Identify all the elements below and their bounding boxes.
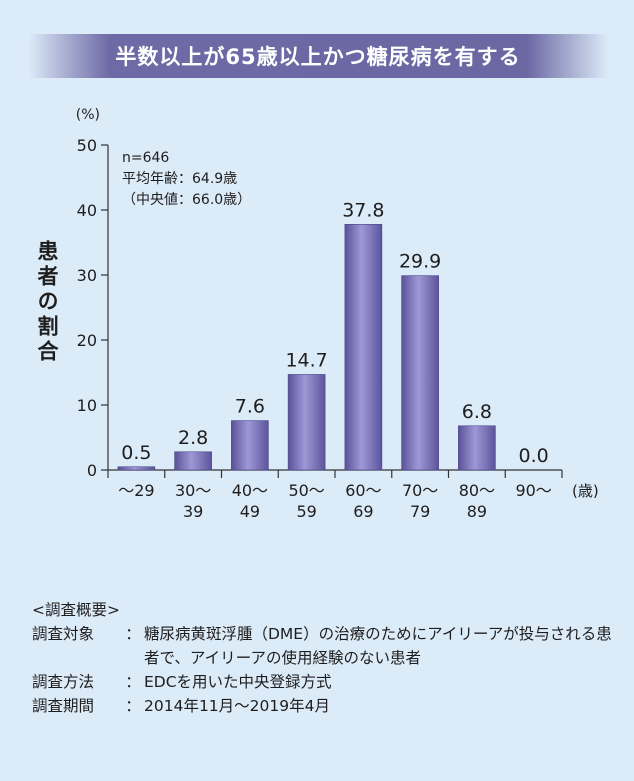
survey-value: 2014年11月～2019年4月	[144, 697, 330, 715]
survey-key: 調査対象	[32, 625, 95, 643]
bar	[401, 275, 439, 471]
bar-value-label: 0.0	[519, 445, 549, 467]
x-tick-label: 70～	[402, 481, 438, 500]
y-tick-label: 50	[77, 136, 97, 155]
x-tick-label: 40～	[232, 481, 268, 500]
bar-value-label: 2.8	[178, 427, 208, 449]
x-tick-label: 30～	[175, 481, 211, 500]
x-tick-label: 90～	[515, 481, 551, 500]
y-tick-label: 40	[77, 201, 97, 220]
survey-heading: <調査概要>	[32, 601, 120, 619]
survey-key: 調査期間	[32, 697, 95, 715]
bar	[231, 420, 269, 471]
bar-value-label: 6.8	[462, 401, 492, 423]
y-tick-label: 0	[87, 461, 97, 480]
stats-text: 平均年齢：64.9歳	[122, 171, 237, 187]
stats-text: （中央値：66.0歳）	[122, 192, 251, 208]
y-tick-label: 30	[77, 266, 97, 285]
x-tick-label: 49	[240, 502, 260, 521]
bar	[458, 425, 496, 471]
x-tick-label: 39	[183, 502, 203, 521]
y-tick-label: 20	[77, 331, 97, 350]
x-tick-label: 79	[410, 502, 430, 521]
bar-value-label: 0.5	[121, 442, 151, 464]
bar-value-label: 14.7	[285, 349, 327, 371]
x-tick-label: 50～	[288, 481, 324, 500]
x-tick-label: 89	[467, 502, 487, 521]
survey-row-method: 調査方法 ： EDCを用いた中央登録方式	[32, 670, 622, 694]
banner-title: 半数以上が65歳以上かつ糖尿病を有する	[115, 45, 521, 69]
y-unit-label: (%)	[76, 107, 100, 123]
bar-chart: 0 10 20 30 40 50 (%) n=646 平均年齢：64.9歳 （中央値：66.0歳）…	[76, 107, 599, 521]
bar	[344, 224, 383, 471]
survey-row-target: 調査対象 ： 糖尿病黄斑浮腫（DME）の治療のためにアイリーアが投与される患者で…	[32, 622, 622, 670]
survey-overview: <調査概要> 調査対象 ： 糖尿病黄斑浮腫（DME）の治療のためにアイリーアが投…	[32, 598, 622, 718]
survey-value: 糖尿病黄斑浮腫（DME）の治療のためにアイリーアが投与される患者で、アイリーアの…	[144, 625, 612, 667]
y-axis-title: 患者の割合	[35, 240, 59, 365]
bar	[287, 374, 326, 471]
survey-row-period: 調査期間 ： 2014年11月～2019年4月	[32, 694, 622, 718]
y-tick-label: 10	[77, 396, 97, 415]
bar	[174, 451, 212, 471]
x-tick-label: 60～	[345, 481, 381, 500]
bar	[117, 466, 156, 471]
bar-value-label: 7.6	[235, 396, 265, 418]
bar-value-label: 37.8	[342, 199, 384, 221]
x-tick-label: ～29	[118, 481, 154, 500]
survey-key: 調査方法	[32, 673, 95, 691]
x-tick-label: 80～	[459, 481, 495, 500]
x-tick-label: 69	[353, 502, 373, 521]
stats-text: n=646	[122, 150, 169, 166]
x-unit-label: (歳)	[572, 482, 599, 500]
bar-value-label: 29.9	[399, 251, 441, 273]
survey-value: EDCを用いた中央登録方式	[144, 673, 332, 691]
x-tick-label: 59	[296, 502, 316, 521]
title-banner: 半数以上が65歳以上かつ糖尿病を有する	[28, 34, 608, 78]
